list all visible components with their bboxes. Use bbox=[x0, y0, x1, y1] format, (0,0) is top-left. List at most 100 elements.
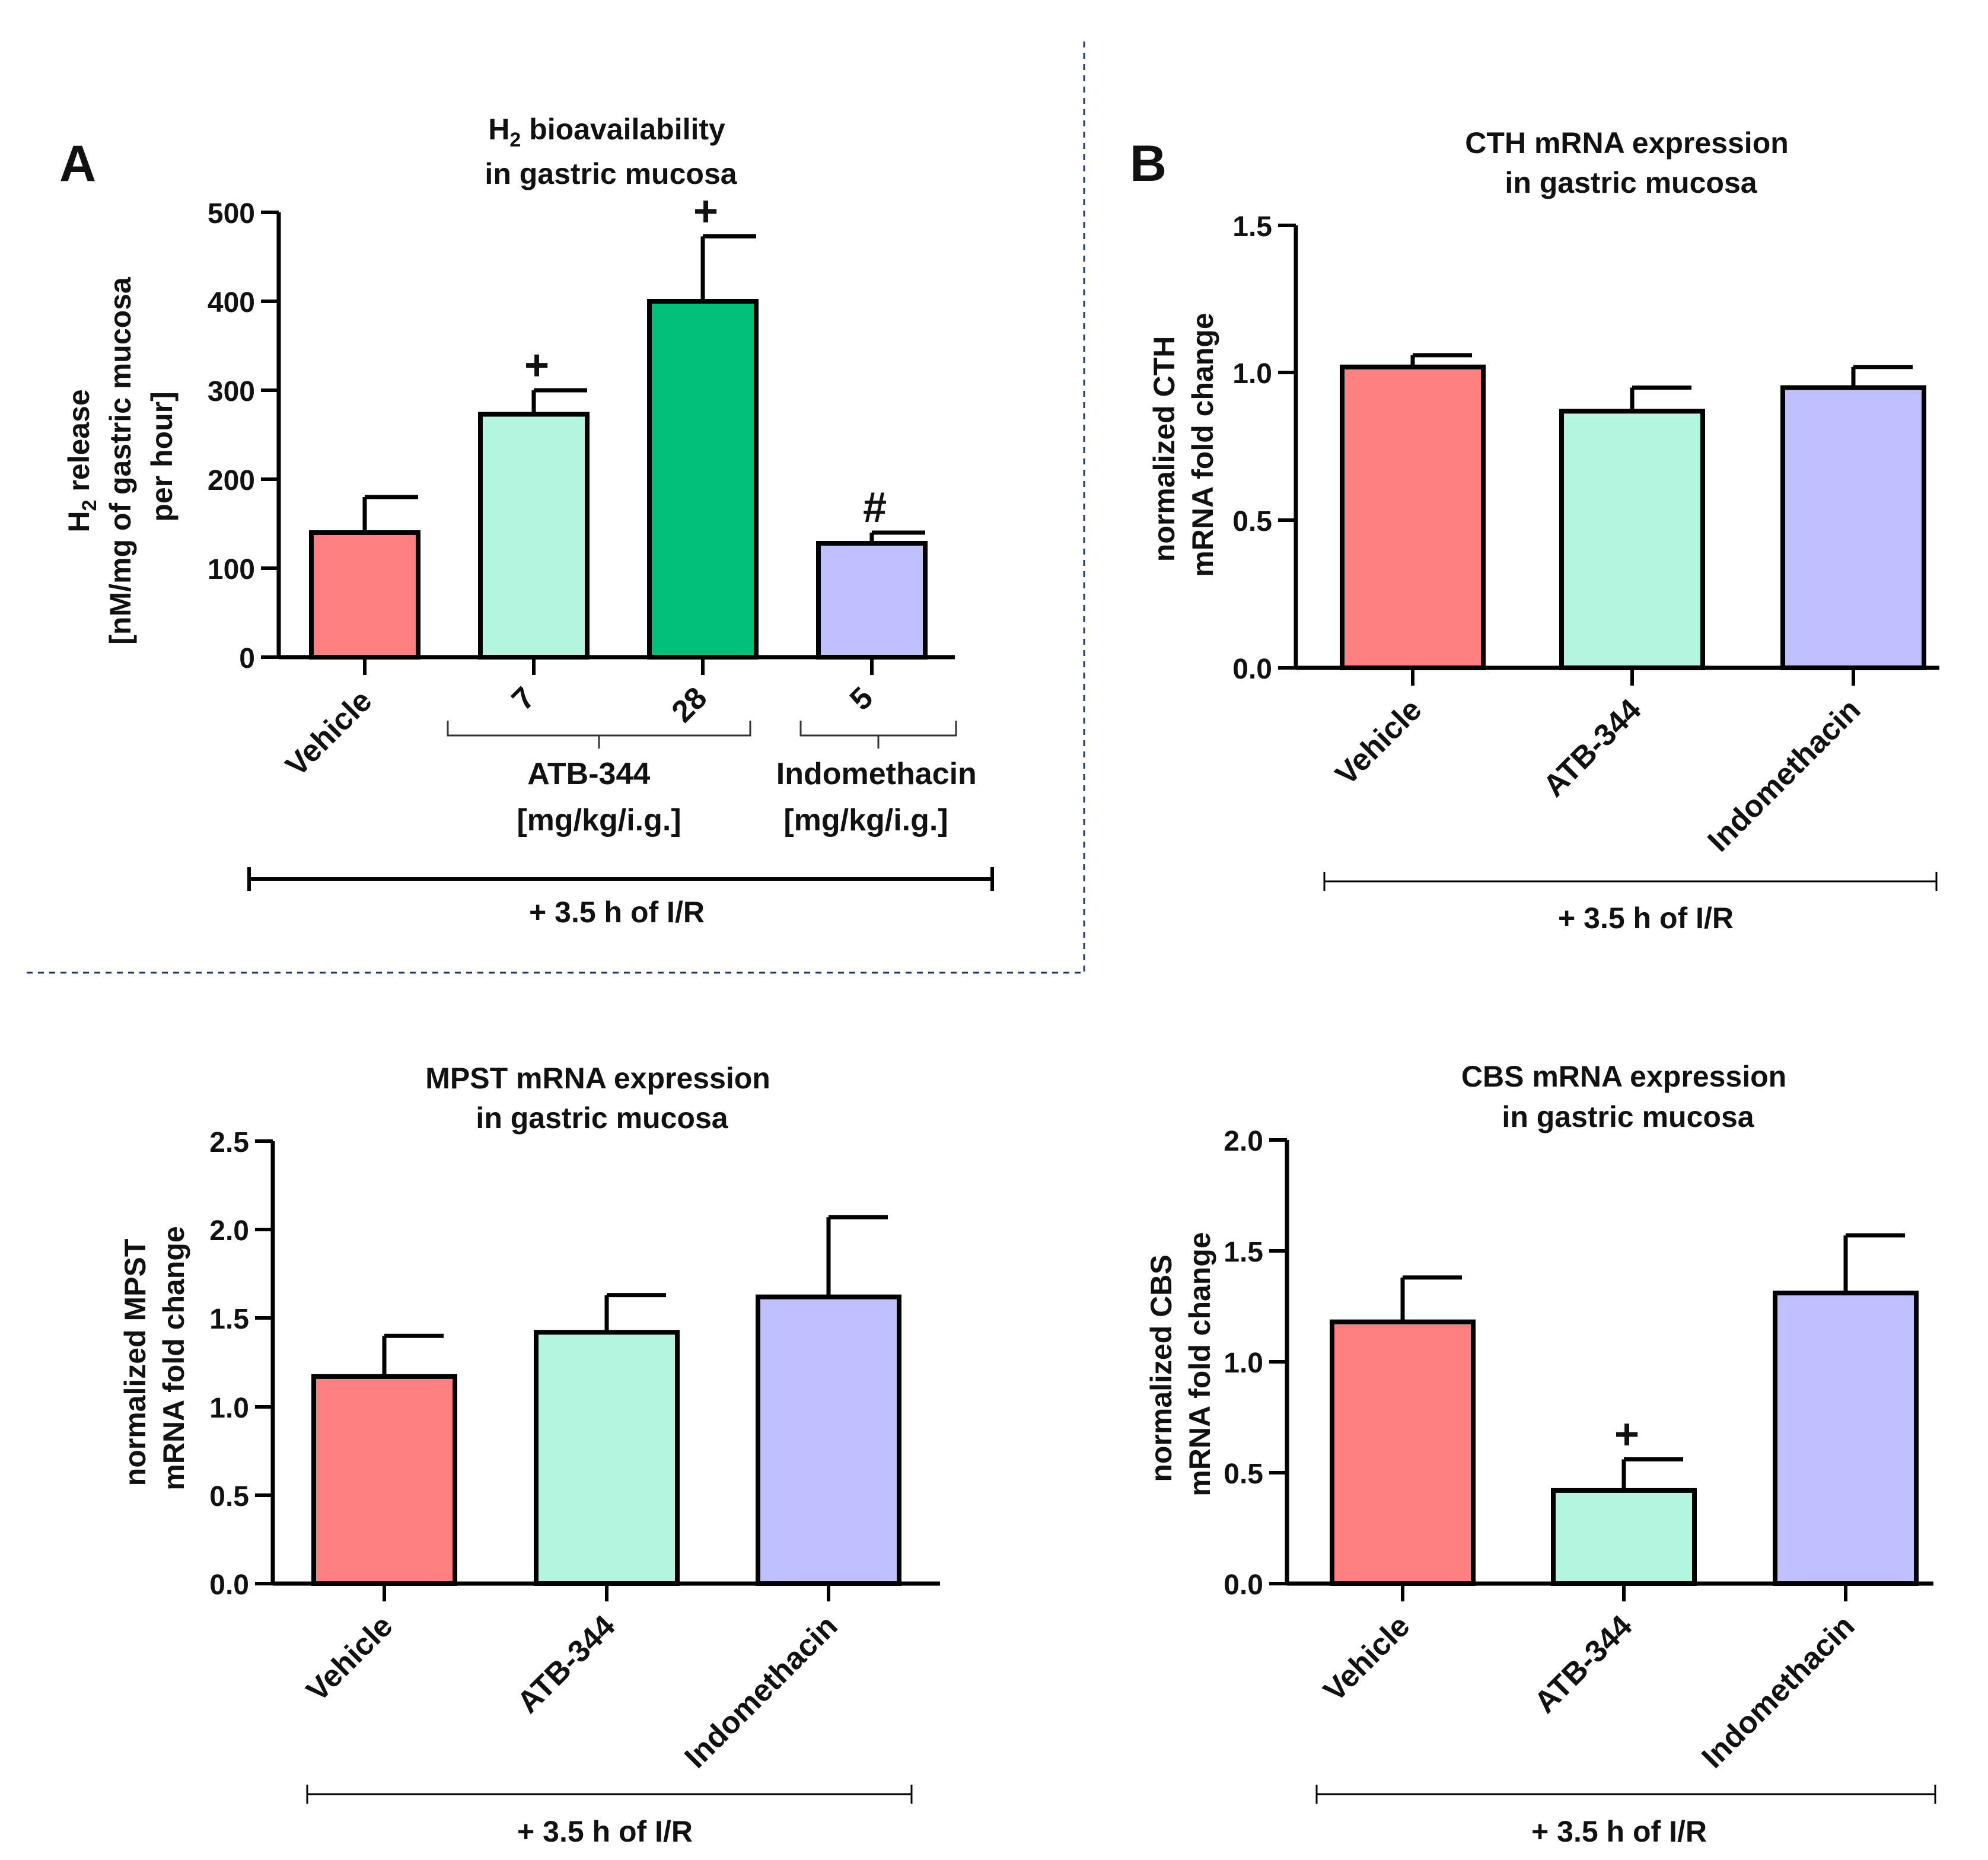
chart-d-title-line-1: CBS mRNA expression bbox=[1461, 1060, 1786, 1093]
chart-d-ylabel-line-2: mRNA fold change bbox=[1183, 1232, 1216, 1496]
x-category-label-5: 5 bbox=[843, 680, 880, 716]
chart-c-title-line-2: in gastric mucosa bbox=[476, 1101, 728, 1135]
footer-label: + 3.5 h of I/R bbox=[1558, 902, 1734, 935]
bar bbox=[816, 541, 928, 660]
panel-letter-b: B bbox=[1130, 135, 1167, 192]
chart-d-title: CBS mRNA expression in gastric mucosa bbox=[1461, 1060, 1795, 1133]
y-tick-label: 1.0 bbox=[1224, 1348, 1263, 1379]
bar bbox=[1330, 1319, 1476, 1586]
chart-a-bars: + + # bbox=[309, 188, 928, 660]
y-tick-label: 100 bbox=[208, 554, 255, 585]
chart-b-x-ticks: Vehicle ATB-344 Indomethacin bbox=[1329, 668, 1867, 859]
y-tick-label: 2.5 bbox=[209, 1127, 249, 1158]
chart-c-title-line-1: MPST mRNA expression bbox=[425, 1062, 770, 1095]
chart-c-title: MPST mRNA expression in gastric mucosa bbox=[425, 1062, 779, 1135]
significance-marker: # bbox=[863, 484, 887, 531]
x-category-label-indomethacin: Indomethacin bbox=[1701, 692, 1867, 858]
group-indomethacin-line-2: [mg/kg/i.g.] bbox=[783, 803, 948, 837]
bar bbox=[1559, 409, 1705, 670]
y-tick-label: 0.5 bbox=[209, 1481, 249, 1512]
significance-marker: + bbox=[1614, 1411, 1639, 1458]
y-tick-label: 1.5 bbox=[209, 1304, 249, 1335]
x-category-label-28: 28 bbox=[665, 680, 714, 729]
x-category-label-vehicle: Vehicle bbox=[300, 1609, 400, 1708]
y-tick-label: 0.5 bbox=[1232, 506, 1272, 537]
y-tick-label: 1.0 bbox=[209, 1393, 249, 1424]
x-category-label-vehicle: Vehicle bbox=[279, 683, 379, 783]
y-tick-label: 300 bbox=[208, 376, 255, 407]
chart-a-title-line-2: in gastric mucosa bbox=[485, 157, 737, 190]
chart-c-ylabel-line-1: normalized MPST bbox=[119, 1239, 152, 1486]
bar bbox=[311, 1374, 457, 1587]
chart-b-title-line-1: CTH mRNA expression bbox=[1465, 126, 1788, 160]
y-tick-label: 0.5 bbox=[1224, 1458, 1263, 1490]
chart-b-ylabel-line-2: mRNA fold change bbox=[1186, 313, 1219, 577]
chart-d-x-ticks: Vehicle ATB-344 Indomethacin bbox=[1317, 1584, 1861, 1775]
bar bbox=[309, 530, 420, 660]
group-bracket-atb344 bbox=[447, 721, 751, 749]
bar bbox=[1780, 385, 1926, 670]
group-indomethacin-line-1: Indomethacin bbox=[776, 757, 977, 791]
significance-marker: + bbox=[693, 188, 718, 235]
chart-d-y-ticks: 0.0 0.5 1.0 1.5 2.0 bbox=[1224, 1126, 1287, 1601]
y-tick-label: 500 bbox=[208, 198, 255, 230]
chart-c-y-axis-label: normalized MPST mRNA fold change bbox=[119, 1226, 190, 1490]
bar bbox=[1773, 1291, 1919, 1587]
y-tick-label: 0.0 bbox=[209, 1569, 249, 1601]
group-atb344-line-2: [mg/kg/i.g.] bbox=[517, 803, 681, 837]
chart-a-ylabel-line-3: per hour] bbox=[145, 391, 179, 521]
y-tick-label: 0.0 bbox=[1224, 1569, 1263, 1601]
bar bbox=[647, 299, 759, 660]
bar bbox=[534, 1330, 680, 1586]
bar bbox=[1340, 364, 1486, 670]
y-tick-label: 0 bbox=[239, 643, 255, 674]
chart-d-ylabel-line-1: normalized CBS bbox=[1145, 1254, 1178, 1482]
x-category-label-atb344: ATB-344 bbox=[1537, 692, 1648, 804]
x-category-label-7: 7 bbox=[505, 680, 541, 716]
group-label-indomethacin: Indomethacin [mg/kg/i.g.] bbox=[776, 757, 985, 837]
y-tick-label: 2.0 bbox=[209, 1215, 249, 1247]
x-category-label-atb344: ATB-344 bbox=[1528, 1609, 1639, 1720]
chart-panel-mpst: MPST mRNA expression in gastric mucosa n… bbox=[119, 1062, 940, 1848]
y-tick-label: 0.0 bbox=[1232, 654, 1272, 685]
significance-marker: + bbox=[524, 342, 549, 389]
chart-a-y-axis-label: H2 release [nM/mg of gastric mucosa per … bbox=[62, 269, 179, 644]
chart-a-ylabel-line-2: [nM/mg of gastric mucosa bbox=[104, 276, 137, 645]
y-tick-label: 1.5 bbox=[1232, 211, 1272, 243]
footer-label: + 3.5 h of I/R bbox=[529, 896, 705, 929]
y-tick-label: 1.5 bbox=[1224, 1237, 1263, 1268]
chart-b-footer: + 3.5 h of I/R bbox=[1323, 872, 1938, 935]
chart-a-title-line-1: H2 bioavailability bbox=[488, 113, 725, 151]
chart-a-title: H2 bioavailability in gastric mucosa bbox=[485, 113, 737, 190]
chart-b-ylabel-line-1: normalized CTH bbox=[1148, 336, 1181, 562]
x-category-label-atb344: ATB-344 bbox=[511, 1609, 622, 1720]
chart-b-title: CTH mRNA expression in gastric mucosa bbox=[1465, 126, 1796, 199]
footer-label: + 3.5 h of I/R bbox=[517, 1815, 693, 1848]
group-atb344-line-1: ATB-344 bbox=[527, 757, 650, 791]
chart-b-title-line-2: in gastric mucosa bbox=[1505, 166, 1757, 199]
y-tick-label: 400 bbox=[208, 287, 255, 319]
chart-d-y-axis-label: normalized CBS mRNA fold change bbox=[1145, 1232, 1216, 1496]
chart-panel-cbs: CBS mRNA expression in gastric mucosa no… bbox=[1145, 1060, 1936, 1848]
chart-b-y-ticks: 0.0 0.5 1.0 1.5 bbox=[1232, 211, 1296, 685]
chart-d-footer: + 3.5 h of I/R bbox=[1315, 1785, 1936, 1848]
x-category-label-vehicle: Vehicle bbox=[1329, 692, 1429, 792]
chart-a-ylabel-line-1: H2 release bbox=[62, 389, 101, 532]
group-bracket-indomethacin bbox=[799, 721, 957, 749]
y-tick-label: 200 bbox=[208, 465, 255, 496]
chart-c-footer: + 3.5 h of I/R bbox=[306, 1785, 913, 1848]
chart-c-bars bbox=[311, 1215, 901, 1587]
x-category-label-vehicle: Vehicle bbox=[1317, 1609, 1417, 1708]
chart-panel-b: B CTH mRNA expression in gastric mucosa … bbox=[1130, 126, 1939, 935]
chart-b-bars bbox=[1340, 353, 1926, 670]
y-tick-label: 2.0 bbox=[1224, 1126, 1263, 1157]
chart-d-bars: + bbox=[1330, 1233, 1919, 1587]
group-label-atb344: ATB-344 [mg/kg/i.g.] bbox=[517, 757, 681, 837]
bar bbox=[756, 1294, 901, 1587]
chart-a-footer: + 3.5 h of I/R bbox=[247, 867, 994, 929]
footer-label: + 3.5 h of I/R bbox=[1531, 1815, 1707, 1848]
chart-c-ylabel-line-2: mRNA fold change bbox=[157, 1226, 190, 1490]
panel-letter-a: A bbox=[59, 135, 96, 192]
chart-c-x-ticks: Vehicle ATB-344 Indomethacin bbox=[300, 1584, 844, 1775]
